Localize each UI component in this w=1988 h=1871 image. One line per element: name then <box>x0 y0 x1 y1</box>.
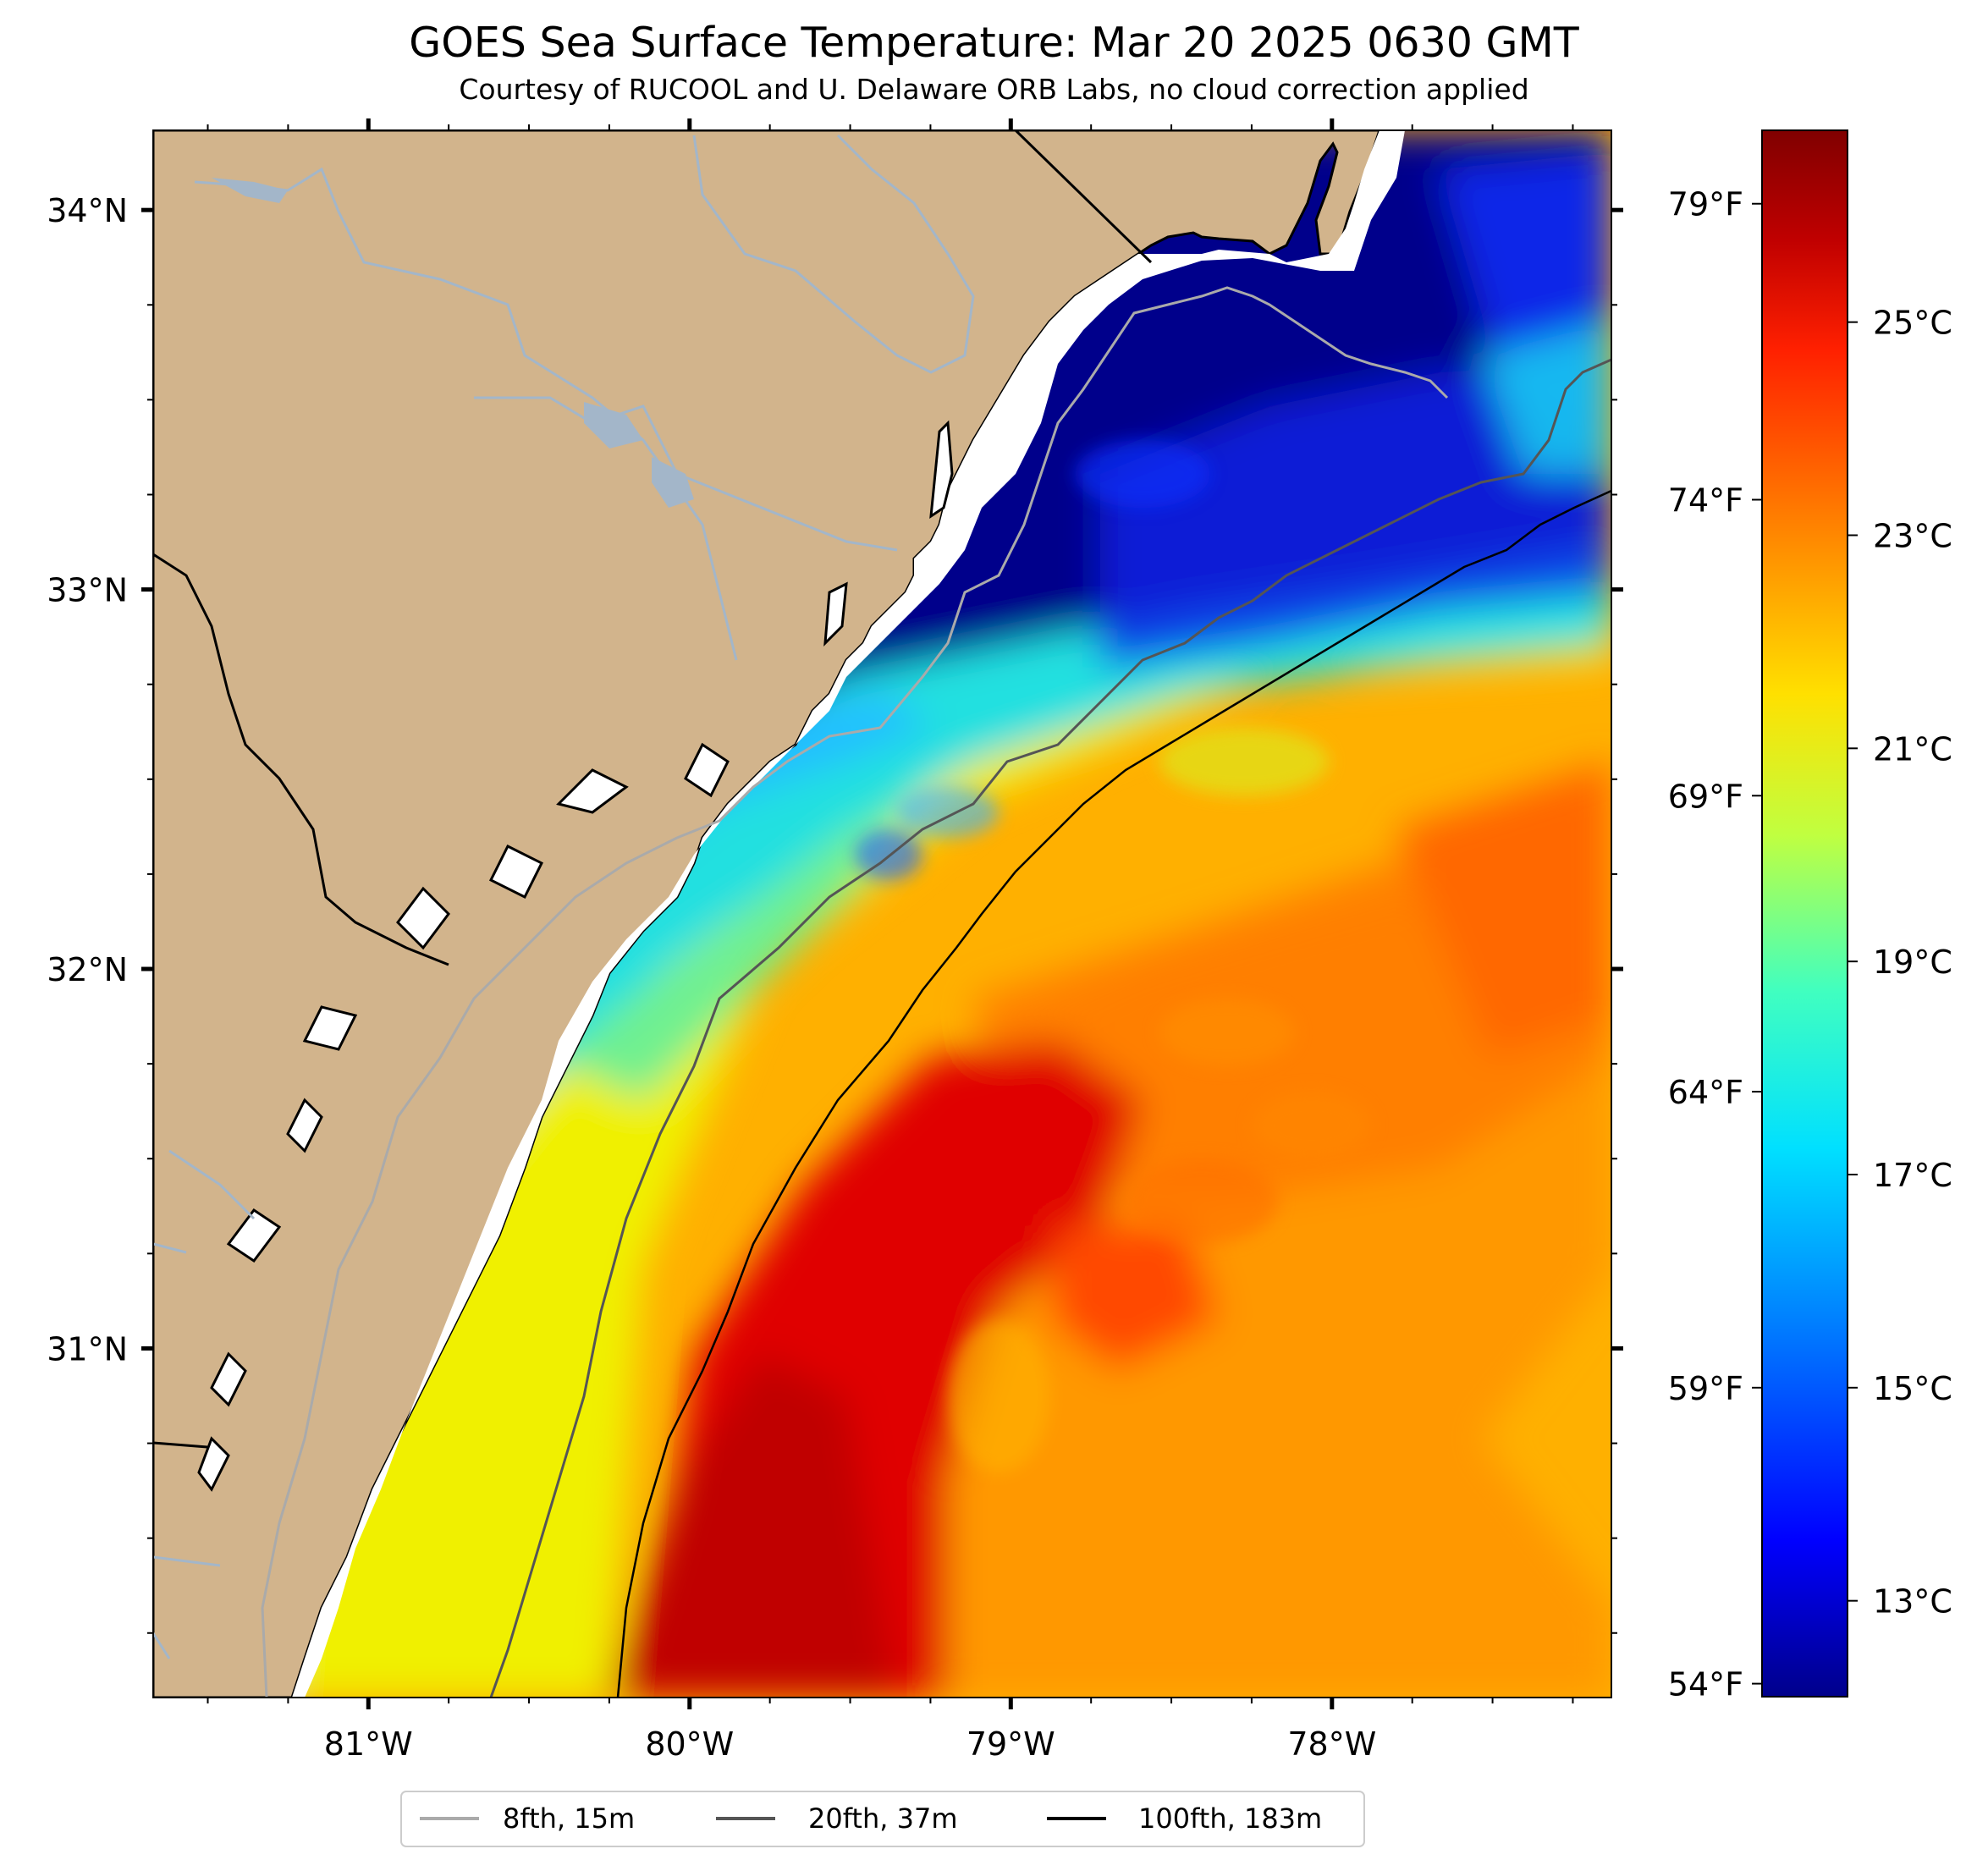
colorbar-celsius-axis: 13°C 15°C 17°C 19°C 21°C 23°C 25°C <box>1848 305 1952 1621</box>
isobath-8fth <box>261 286 1449 1698</box>
estuaries <box>197 420 954 1492</box>
lakes <box>212 178 694 508</box>
colorbar-fahrenheit-axis: 54°F 59°F 64°F 69°F 74°F 79°F <box>1668 186 1762 1703</box>
isobath-20fth <box>489 358 1611 1698</box>
lat-tick-label: 34°N <box>47 192 128 229</box>
legend: 8fth, 15m 20fth, 37m 100fth, 183m <box>400 1791 1365 1847</box>
lon-tick-label: 79°W <box>966 1725 1055 1763</box>
legend-label-20fth: 20fth, 37m <box>808 1802 957 1835</box>
map-frame <box>152 129 1612 1698</box>
colorbar-c-label: 23°C <box>1873 517 1952 554</box>
chart-subtitle: Courtesy of RUCOOL and U. Delaware ORB L… <box>459 73 1529 106</box>
colorbar-c-label: 25°C <box>1873 305 1952 342</box>
isobath-100fth <box>616 489 1611 1698</box>
rivers <box>153 134 975 1659</box>
legend-box <box>400 1791 1365 1847</box>
chart-title: GOES Sea Surface Temperature: Mar 20 202… <box>409 19 1579 67</box>
colorbar-f-label: 69°F <box>1668 778 1743 815</box>
colorbar-c-label: 17°C <box>1873 1157 1952 1194</box>
colorbar-c-label: 13°C <box>1873 1583 1952 1621</box>
colorbar-c-label: 19°C <box>1873 944 1952 981</box>
colorbar-c-label: 21°C <box>1873 730 1952 768</box>
colorbar <box>1761 129 1848 1698</box>
colorbar-f-label: 64°F <box>1668 1074 1743 1111</box>
sst-field <box>153 130 1611 1698</box>
longitude-axis: 81°W 80°W 79°W 78°W <box>207 118 1574 1763</box>
lat-tick-label: 32°N <box>47 951 128 988</box>
latitude-axis: 34°N 33°N 32°N 31°N <box>47 192 1623 1634</box>
lon-tick-label: 80°W <box>645 1725 734 1763</box>
lat-tick-label: 33°N <box>47 572 128 609</box>
map-panel <box>153 130 1611 1698</box>
colorbar-f-label: 59°F <box>1668 1370 1743 1407</box>
legend-label-100fth: 100fth, 183m <box>1138 1802 1322 1835</box>
legend-label-8fth: 8fth, 15m <box>503 1802 635 1835</box>
colorbar-f-label: 74°F <box>1668 482 1743 520</box>
lon-tick-label: 78°W <box>1287 1725 1376 1763</box>
colorbar-f-label: 79°F <box>1668 186 1743 223</box>
colorbar-f-label: 54°F <box>1668 1666 1743 1703</box>
state-borders <box>153 130 1153 1449</box>
lat-tick-label: 31°N <box>47 1330 128 1367</box>
colorbar-c-label: 15°C <box>1873 1370 1952 1407</box>
lon-tick-label: 81°W <box>324 1725 413 1763</box>
